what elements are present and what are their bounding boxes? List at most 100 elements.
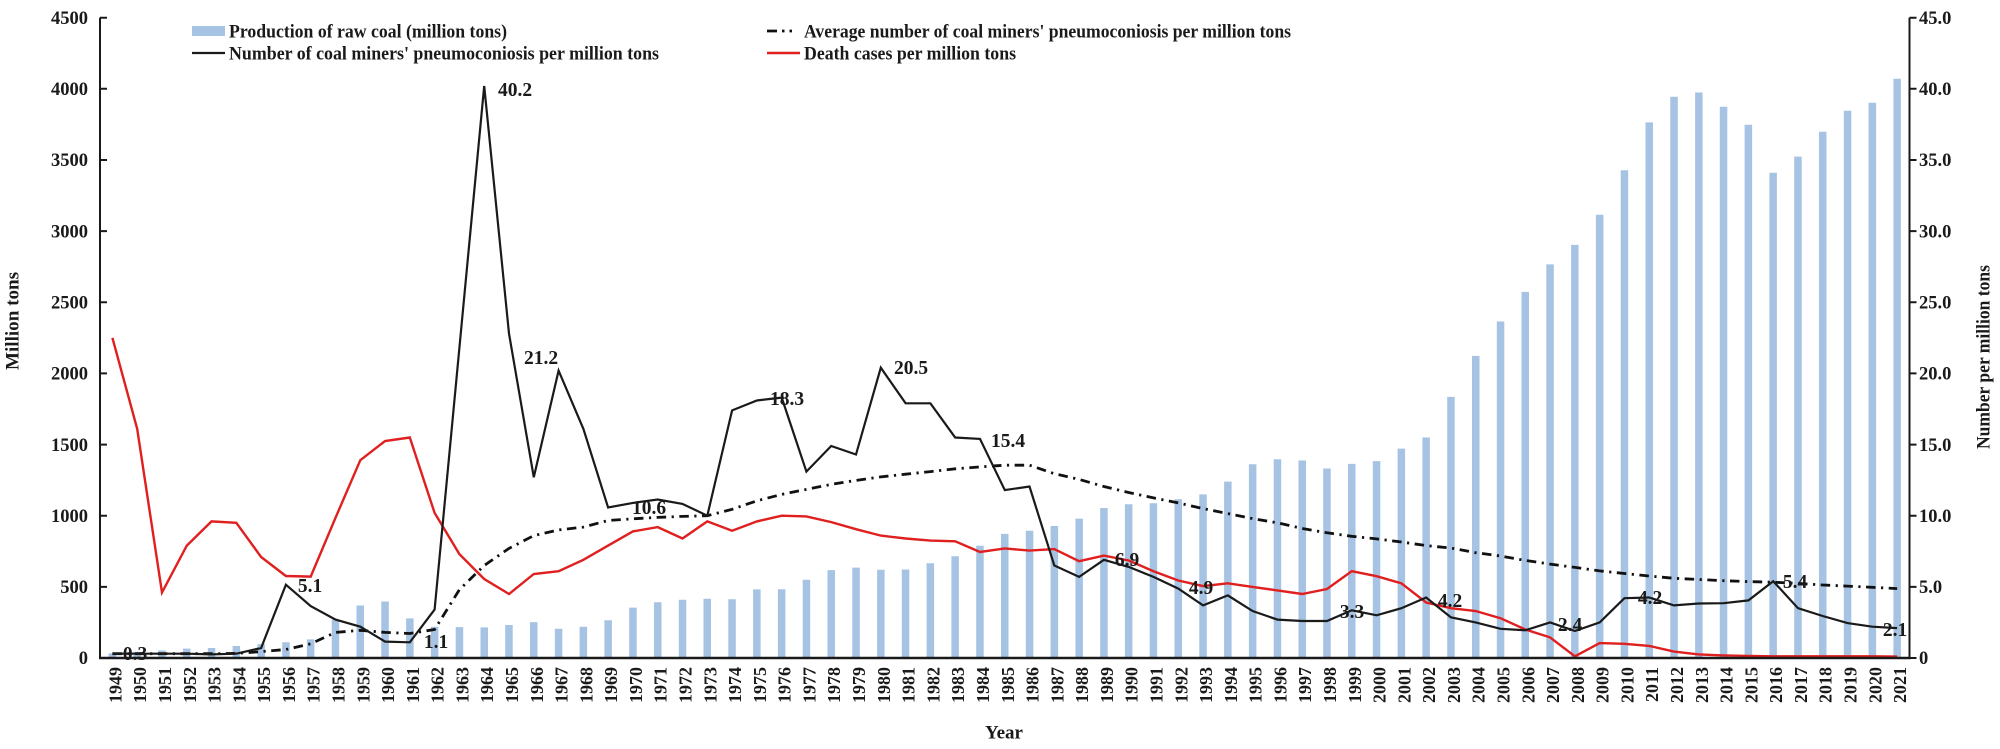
svg-text:1999: 1999 [1345,667,1365,703]
svg-text:40.2: 40.2 [498,80,532,101]
svg-text:2010: 2010 [1617,667,1637,703]
svg-text:30.0: 30.0 [1919,222,1951,242]
svg-text:1979: 1979 [849,667,869,703]
svg-text:Average number of coal miners': Average number of coal miners' pneumocon… [804,22,1291,43]
svg-text:1961: 1961 [403,667,423,703]
svg-text:10.6: 10.6 [632,498,666,519]
svg-text:2006: 2006 [1518,667,1538,703]
svg-text:0.3: 0.3 [123,644,148,665]
svg-text:1978: 1978 [824,667,844,703]
svg-text:4500: 4500 [51,9,88,29]
svg-text:5.1: 5.1 [298,576,322,597]
svg-text:2019: 2019 [1841,667,1861,703]
svg-text:1974: 1974 [725,667,745,703]
svg-text:1994: 1994 [1221,667,1241,703]
svg-text:2009: 2009 [1593,667,1613,703]
svg-text:1962: 1962 [428,667,448,703]
svg-text:2000: 2000 [1370,667,1390,703]
svg-text:Death cases per million tons: Death cases per million tons [804,44,1016,65]
svg-text:5.0: 5.0 [1919,578,1942,598]
svg-text:1500: 1500 [51,436,88,456]
svg-text:1963: 1963 [452,667,472,703]
svg-text:2000: 2000 [51,365,88,385]
svg-text:1964: 1964 [477,667,497,703]
svg-text:10.0: 10.0 [1919,507,1951,527]
svg-text:21.2: 21.2 [524,348,558,369]
svg-text:35.0: 35.0 [1919,151,1951,171]
svg-text:1997: 1997 [1295,667,1315,703]
svg-text:15.0: 15.0 [1919,436,1951,456]
svg-text:4.2: 4.2 [1438,591,1462,612]
svg-text:1960: 1960 [378,667,398,703]
svg-text:3.3: 3.3 [1340,602,1365,623]
svg-text:20.5: 20.5 [894,358,928,379]
svg-text:2021: 2021 [1890,667,1910,703]
svg-text:1998: 1998 [1320,667,1340,703]
svg-text:1970: 1970 [626,667,646,703]
svg-text:2017: 2017 [1791,667,1811,703]
svg-text:1969: 1969 [601,667,621,703]
svg-text:1949: 1949 [105,667,125,703]
svg-text:2016: 2016 [1766,667,1786,703]
svg-text:1981: 1981 [899,667,919,703]
svg-text:1965: 1965 [502,667,522,703]
svg-text:2007: 2007 [1543,667,1563,703]
svg-text:2003: 2003 [1444,667,1464,703]
svg-text:20.0: 20.0 [1919,365,1951,385]
svg-text:45.0: 45.0 [1919,9,1951,29]
svg-text:2004: 2004 [1469,667,1489,703]
svg-text:1990: 1990 [1122,667,1142,703]
svg-text:1995: 1995 [1246,667,1266,703]
svg-text:500: 500 [60,578,88,598]
svg-text:1989: 1989 [1097,667,1117,703]
svg-text:Production of raw coal (millio: Production of raw coal (million tons) [229,22,507,43]
svg-text:1996: 1996 [1270,667,1290,703]
svg-text:1954: 1954 [229,667,249,703]
svg-text:1977: 1977 [799,667,819,703]
svg-text:1988: 1988 [1072,667,1092,703]
svg-text:1971: 1971 [651,667,671,703]
svg-text:1950: 1950 [130,667,150,703]
svg-text:15.4: 15.4 [991,431,1025,452]
svg-text:4.2: 4.2 [1638,588,1662,609]
svg-text:Number per million tons: Number per million tons [1975,265,1995,449]
svg-text:1968: 1968 [576,667,596,703]
svg-text:4.9: 4.9 [1189,578,1214,599]
svg-text:1951: 1951 [155,667,175,703]
svg-text:Number of coal miners' pneumoc: Number of coal miners' pneumoconiosis pe… [229,44,659,65]
svg-text:2.4: 2.4 [1558,615,1583,636]
svg-text:18.3: 18.3 [770,389,804,410]
svg-text:1987: 1987 [1047,667,1067,703]
svg-text:1956: 1956 [279,667,299,703]
svg-text:0: 0 [1919,649,1928,669]
svg-text:1953: 1953 [205,667,225,703]
svg-text:Year: Year [985,723,1024,744]
svg-text:2015: 2015 [1741,667,1761,703]
svg-text:1985: 1985 [998,667,1018,703]
svg-text:1959: 1959 [353,667,373,703]
svg-text:1.1: 1.1 [424,632,448,653]
svg-text:1967: 1967 [552,667,572,703]
svg-text:6.9: 6.9 [1115,550,1140,571]
svg-text:1991: 1991 [1147,667,1167,703]
svg-text:2014: 2014 [1717,667,1737,703]
svg-text:2500: 2500 [51,294,88,314]
svg-text:1982: 1982 [923,667,943,703]
svg-text:2011: 2011 [1642,667,1662,702]
svg-text:25.0: 25.0 [1919,294,1951,314]
svg-text:1952: 1952 [180,667,200,703]
svg-text:2008: 2008 [1568,667,1588,703]
svg-text:2005: 2005 [1494,667,1514,703]
svg-text:1973: 1973 [700,667,720,703]
svg-text:0: 0 [79,649,88,669]
svg-text:2001: 2001 [1394,667,1414,703]
svg-text:1992: 1992 [1171,667,1191,703]
svg-text:3500: 3500 [51,151,88,171]
svg-text:1958: 1958 [329,667,349,703]
svg-text:4000: 4000 [51,80,88,100]
svg-text:1976: 1976 [775,667,795,703]
svg-text:1983: 1983 [948,667,968,703]
svg-text:2.1: 2.1 [1883,620,1907,641]
svg-text:1975: 1975 [750,667,770,703]
svg-text:5.4: 5.4 [1783,572,1808,593]
